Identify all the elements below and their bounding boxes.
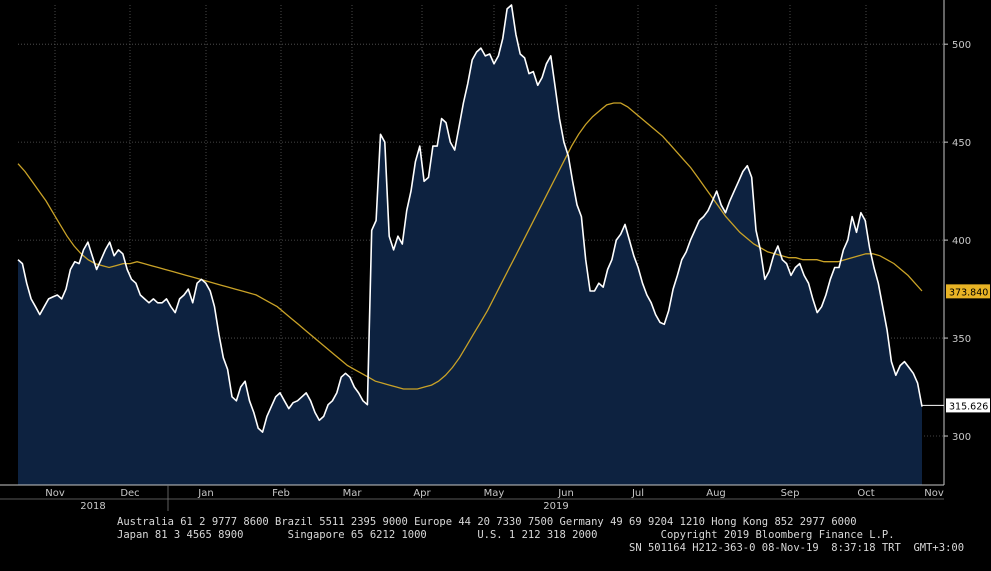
y-axis-ticks: 300 350 400 450 500 [952, 40, 971, 443]
x-tick-label: Oct [857, 488, 874, 499]
x-tick-label: May [484, 488, 505, 499]
x-tick-label: Sep [781, 488, 800, 499]
x-tick-label: Dec [120, 488, 139, 499]
price-chart: 300 350 400 450 500 Nov Dec Jan Feb Mar Apr May Jun… [0, 0, 991, 513]
y-tick-label: 450 [952, 138, 971, 149]
x-tick-label: Nov [45, 488, 65, 499]
x-tick-label: Mar [343, 488, 363, 499]
last-price-label: 315.626 [949, 401, 988, 412]
moving-average-tag [946, 284, 990, 299]
x-tick-label: Jul [631, 488, 644, 499]
price-line [17, 4, 923, 433]
x-tick-label: Jun [557, 488, 574, 499]
x-axis-ticks: Nov Dec Jan Feb Mar Apr May Jun Jul Aug Sep Oct Nov 2… [45, 488, 944, 512]
moving-average-line [17, 102, 923, 390]
x-tick-label: Feb [272, 488, 290, 499]
footer-session-info: SN 501164 H212-363-0 08-Nov-19 8:37:18 T… [629, 542, 965, 554]
y-tick-label: 500 [952, 40, 971, 51]
price-area [18, 5, 922, 485]
x-tick-label: Jan [197, 488, 213, 499]
x-year-label: 2018 [80, 501, 105, 512]
footer-contacts-line1: Australia 61 2 9777 8600 Brazil 5511 239… [117, 516, 857, 528]
x-year-label: 2019 [543, 501, 568, 512]
last-price-tag [946, 398, 990, 413]
value-labels: 315.626 373.840 [922, 284, 990, 413]
axes [0, 0, 948, 511]
x-tick-label: Nov [924, 488, 944, 499]
moving-average-label: 373.840 [949, 287, 988, 298]
footer-contacts-line2: Japan 81 3 4565 8900 Singapore 65 6212 1… [117, 529, 895, 541]
x-tick-label: Aug [706, 488, 726, 499]
y-tick-label: 300 [952, 432, 971, 443]
y-tick-label: 400 [952, 236, 971, 247]
x-tick-label: Apr [413, 488, 431, 499]
y-tick-label: 350 [952, 334, 971, 345]
